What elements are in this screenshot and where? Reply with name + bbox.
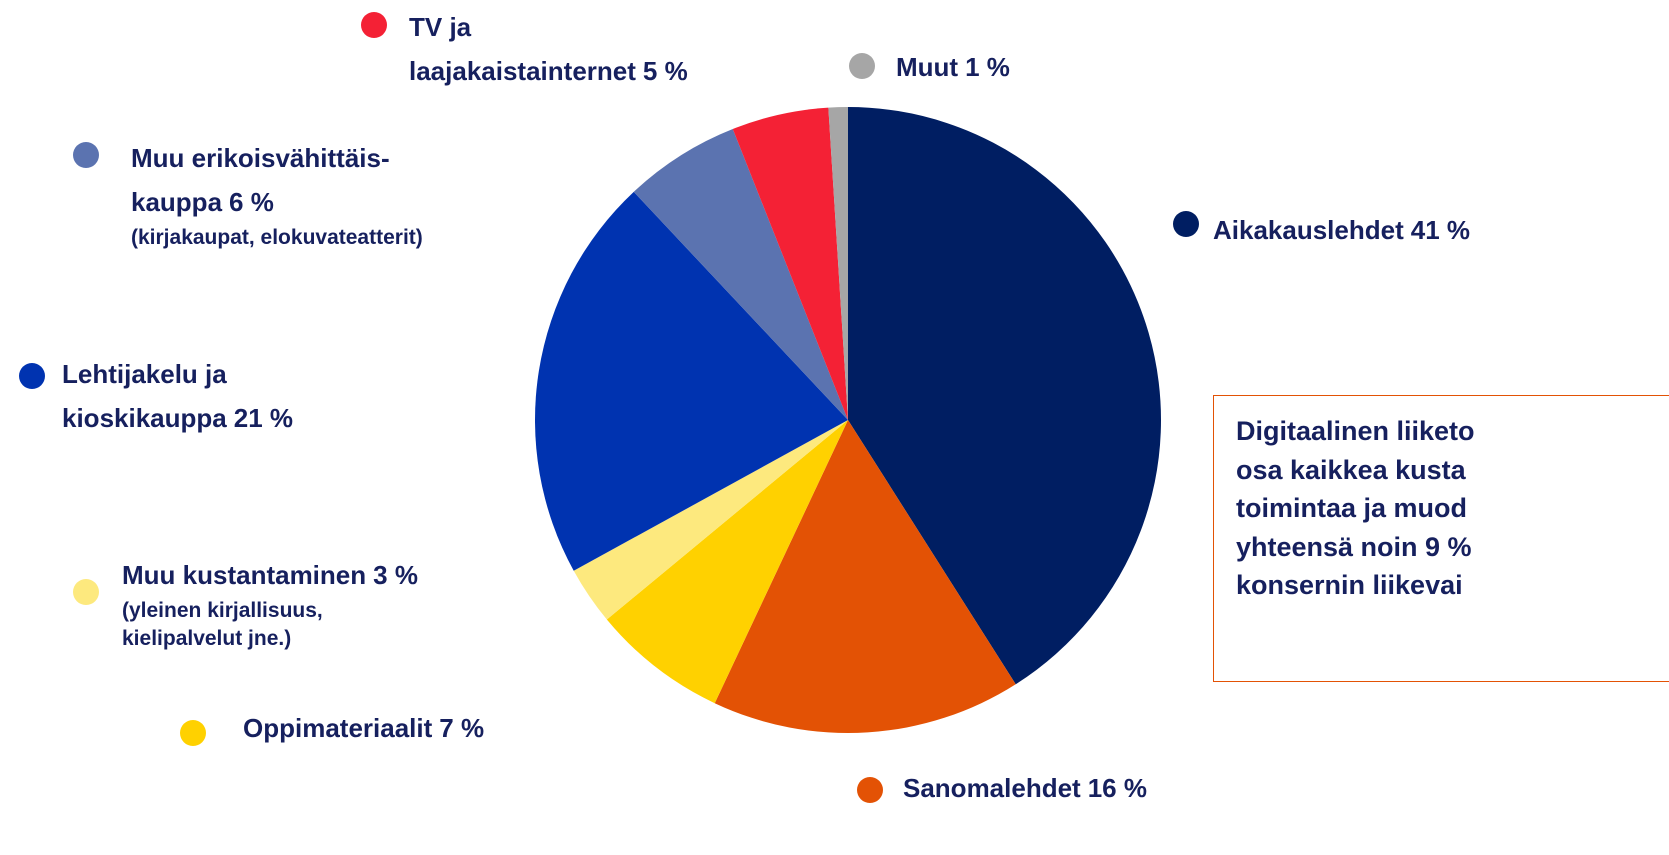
callout-line: toimintaa ja muod (1236, 493, 1468, 523)
value-label: 5 % (642, 56, 688, 86)
label-note: (yleinen kirjallisuus, kielipalvelut jne… (122, 599, 323, 650)
value-label: 3 % (373, 560, 418, 590)
category-name: Muu erikoisvähittäis- kauppa (131, 143, 390, 217)
category-name: Aikakauslehdet (1213, 215, 1404, 245)
pie-slice (606, 420, 848, 704)
pie-slice (848, 107, 1162, 685)
callout-line: osa kaikkea kusta (1236, 454, 1466, 485)
slice-label: Lehtijakelu ja kioskikauppa 21 % (62, 352, 293, 440)
category-name: Lehtijakelu ja kioskikauppa (62, 359, 227, 433)
callout-box: Digitaalinen liiketo osa kaikkea kusta toi… (1213, 395, 1669, 682)
slice-label: Muu erikoisvähittäis- kauppa 6 % (kirjakau… (131, 136, 423, 252)
pie-slice (732, 107, 848, 420)
category-name: Muu kustantaminen (122, 560, 367, 590)
legend-marker (1173, 211, 1199, 237)
legend-marker (73, 142, 99, 168)
slice-label: Aikakauslehdet 41 % (1213, 208, 1470, 252)
value-label: 21 % (233, 403, 293, 433)
category-name: Muut (896, 52, 959, 82)
category-name: Oppimateriaalit (243, 713, 433, 743)
pie-slice (633, 128, 848, 420)
pie-slice (828, 107, 848, 420)
legend-marker (849, 53, 875, 79)
value-label: 1 % (965, 52, 1010, 82)
category-name: Sanomalehdet (903, 773, 1081, 803)
category-name: TV ja laajakaistainternet (409, 12, 636, 86)
slice-label: Muu kustantaminen 3 % (yleinen kirjallisuu… (122, 553, 418, 653)
legend-marker (361, 12, 387, 38)
label-note: (kirjakaupat, elokuvateatterit) (131, 226, 423, 249)
callout-line: yhteensä noin 9 % (1236, 531, 1472, 562)
slice-label: Muut 1 % (896, 45, 1010, 89)
pie-slice (714, 420, 1016, 733)
value-label: 6 % (229, 187, 274, 217)
value-label: 7 % (439, 713, 485, 743)
legend-marker (857, 777, 883, 803)
callout-line: Digitaalinen liiketo (1236, 416, 1475, 446)
value-label: 41 % (1410, 215, 1471, 245)
legend-marker (180, 720, 206, 746)
value-label: 16 % (1087, 773, 1147, 803)
slice-label: Oppimateriaalit 7 % (243, 706, 484, 750)
pie-slice (573, 420, 848, 620)
slice-label: Sanomalehdet 16 % (903, 766, 1147, 810)
legend-marker (19, 363, 45, 389)
pie-slice (535, 191, 848, 571)
legend-marker (73, 579, 99, 605)
callout-line: konsernin liikevai (1236, 570, 1463, 600)
slice-label: TV ja laajakaistainternet 5 % (409, 5, 688, 93)
